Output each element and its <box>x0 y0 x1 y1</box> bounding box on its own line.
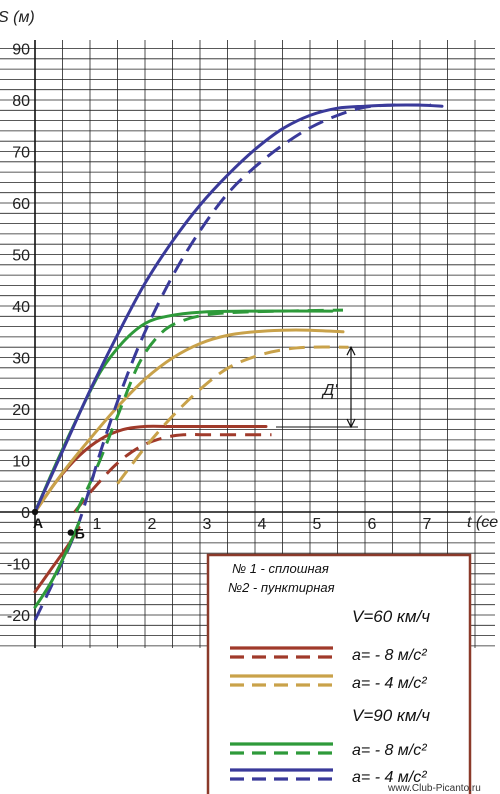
x-tick-label: 1 <box>93 516 102 533</box>
series-line-2 <box>73 432 272 513</box>
y-tick-label: 0 <box>21 505 30 522</box>
y-tick-label: 60 <box>12 196 30 213</box>
x-tick-label: 5 <box>313 516 322 533</box>
series-line-10 <box>33 520 81 609</box>
y-tick-label: -20 <box>7 608 30 625</box>
series-line-3 <box>33 328 345 514</box>
annotation-label: Д' <box>321 382 338 399</box>
legend-v90-a4: а= - 4 м/с² <box>352 769 427 786</box>
x-tick-label: 2 <box>148 516 157 533</box>
x-tick-label: 4 <box>258 516 267 533</box>
legend-v60: V=60 км/ч <box>352 607 430 626</box>
axes <box>0 40 470 648</box>
y-tick-label: 40 <box>12 299 30 316</box>
annotation-arrow-bottom <box>346 418 356 429</box>
series-lines <box>33 103 444 621</box>
y-tick-label: 70 <box>12 145 30 162</box>
point-marker-2 <box>67 529 74 536</box>
y-axis-label: S (м) <box>0 9 35 26</box>
annotations: А Б Д' <box>31 345 358 542</box>
annotation-arrow-top <box>346 345 356 356</box>
y-tick-label: 90 <box>12 42 30 59</box>
watermark: www.Club-Picanto.ru <box>387 783 481 794</box>
legend-solid-note: № 1 - сплошная <box>232 561 329 576</box>
y-tick-label: 30 <box>12 351 30 368</box>
x-tick-labels: 1 2 3 4 5 6 7 <box>93 516 432 533</box>
legend-v60-a4: а= - 4 м/с² <box>352 675 427 692</box>
x-tick-label: 3 <box>203 516 212 533</box>
y-tick-labels: 90 80 70 60 50 40 30 20 10 0 -10 -20 <box>7 42 30 626</box>
legend-dashed-note: №2 - пунктирная <box>228 580 335 595</box>
y-tick-label: -10 <box>7 557 30 574</box>
point-label-1: А <box>33 515 43 531</box>
legend: № 1 - сплошная №2 - пунктирная V=60 км/ч… <box>206 553 472 794</box>
legend-v60-a8: а= - 8 м/с² <box>352 647 427 664</box>
y-tick-label: 20 <box>12 402 30 419</box>
series-line-7 <box>33 103 444 514</box>
y-tick-label: 10 <box>12 454 30 471</box>
x-tick-label: 6 <box>368 516 377 533</box>
legend-v90-a8: а= - 8 м/с² <box>352 742 427 759</box>
legend-v90: V=90 км/ч <box>352 706 430 725</box>
y-tick-label: 80 <box>12 93 30 110</box>
series-line-6 <box>74 308 344 513</box>
point-marker-1 <box>31 508 39 516</box>
y-tick-label: 50 <box>12 248 30 265</box>
legend-swatches <box>230 646 333 781</box>
x-axis-label: t (се <box>467 514 498 531</box>
series-line-4 <box>116 345 349 485</box>
x-tick-label: 7 <box>423 516 432 533</box>
point-label-2: Б <box>75 526 85 542</box>
